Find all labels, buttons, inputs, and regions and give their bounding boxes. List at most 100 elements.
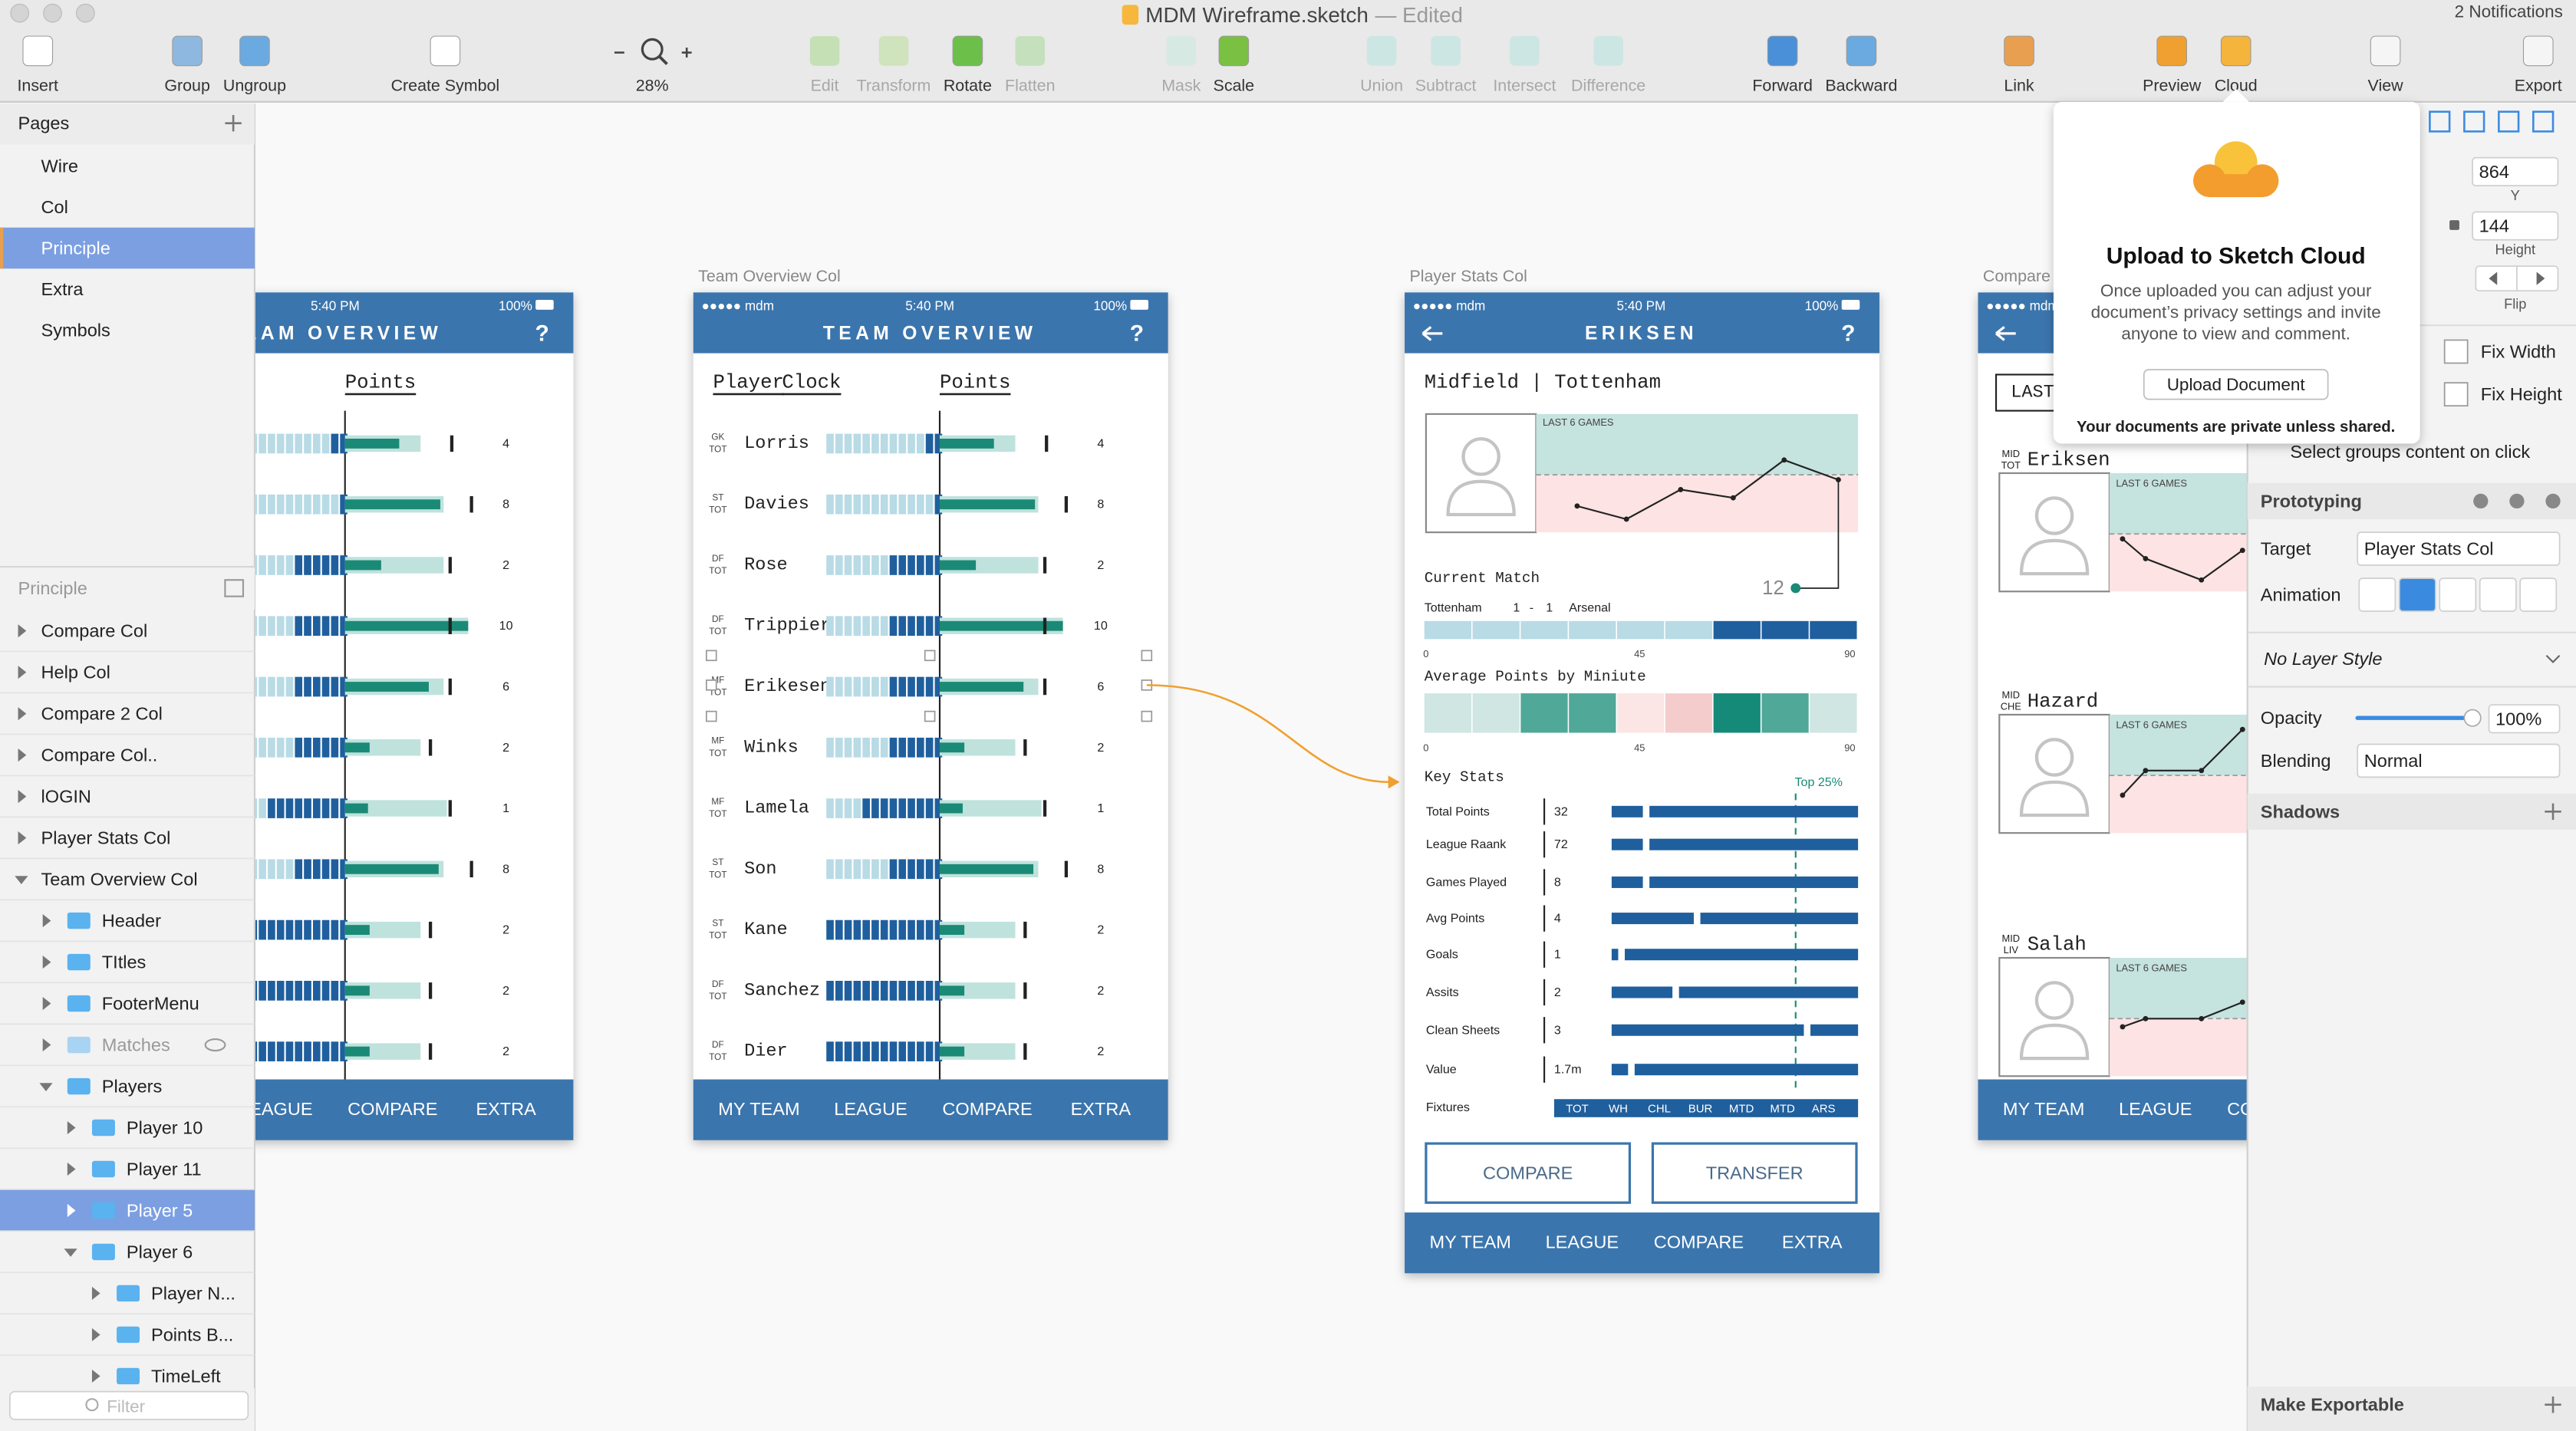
height-value[interactable]: 144 (2479, 216, 2509, 236)
toolbar-item[interactable]: Difference (1571, 36, 1645, 94)
fix-height-icon[interactable] (2443, 382, 2469, 407)
animation-option[interactable] (2358, 577, 2396, 612)
toolbar-item[interactable]: Cloud (2215, 35, 2258, 94)
window-button[interactable] (75, 3, 95, 23)
layer-row[interactable]: Compare Col.. (0, 745, 255, 777)
toolbar-item[interactable]: Rotate (944, 35, 992, 94)
toolbar-label[interactable]: Union (1360, 76, 1403, 94)
player-row[interactable]: DF TOT Dier 2 (709, 1040, 1104, 1062)
toolbar-label[interactable]: 28% (636, 76, 669, 94)
nav-item[interactable]: MY TEAM (718, 1099, 799, 1119)
blending-value-field[interactable] (2357, 743, 2561, 778)
fix-width-icon[interactable] (2443, 339, 2469, 364)
toolbar-label[interactable]: Mask (1161, 76, 1201, 94)
page-item[interactable]: Principle (41, 238, 110, 258)
toolbar-label[interactable]: Backward (1825, 76, 1897, 94)
y-value-field[interactable] (2472, 156, 2559, 186)
opacity-knob[interactable] (2463, 709, 2482, 727)
toolbar-label[interactable]: Insert (17, 76, 58, 94)
toolbar-label[interactable]: Export (2515, 76, 2562, 94)
toolbar-label[interactable]: Subtract (1415, 76, 1477, 94)
nav-item[interactable]: COMPARE (348, 1099, 437, 1119)
animation-option[interactable] (2398, 577, 2436, 612)
action-button-label[interactable]: TRANSFER (1706, 1163, 1804, 1183)
action-button[interactable] (1425, 1142, 1632, 1204)
layer-row[interactable]: TItles (0, 952, 255, 984)
player-row[interactable]: MF TOT Lamela 1 (709, 797, 1104, 819)
nav-item[interactable]: MY TEAM (1430, 1232, 1511, 1252)
toolbar-label[interactable]: View (2368, 76, 2404, 94)
layer-row[interactable]: Matches (0, 1035, 255, 1067)
toolbar-label[interactable]: Forward (1752, 76, 1813, 94)
toolbar-item[interactable]: 28% (614, 38, 692, 94)
nav-item[interactable]: LEAGUE (239, 1099, 313, 1119)
layer-style[interactable]: No Layer Style (2264, 649, 2382, 669)
back-arrow[interactable] (1421, 326, 1443, 341)
nav-item[interactable]: COMPARE (2227, 1099, 2317, 1119)
toolbar-item[interactable]: Edit (809, 36, 840, 94)
nav-item[interactable]: LEAGUE (1546, 1232, 1619, 1252)
toolbar-item[interactable]: Create Symbol (391, 35, 500, 94)
target-value[interactable]: Player Stats Col (2364, 539, 2494, 559)
toolbar-item[interactable]: Scale (1214, 35, 1255, 94)
align-icon[interactable] (2498, 110, 2520, 133)
toolbar-item[interactable]: Insert (17, 35, 58, 94)
toolbar-item[interactable]: Mask (1161, 36, 1201, 94)
toolbar-label[interactable]: Rotate (944, 76, 992, 94)
player-row[interactable]: MF TOT Winks 2 (709, 736, 1104, 758)
toolbar-item[interactable]: Group (164, 35, 210, 94)
header-icon[interactable] (2473, 493, 2489, 509)
height-value-field[interactable] (2472, 211, 2559, 241)
toolbar-item[interactable]: Intersect (1493, 36, 1556, 94)
toolbar-label[interactable]: Transform (857, 76, 931, 94)
toolbar-label[interactable]: Scale (1214, 76, 1255, 94)
opacity-value-field[interactable] (2488, 704, 2561, 734)
section-title[interactable]: Make Exportable (2261, 1395, 2404, 1415)
layer-row[interactable]: Player N... (0, 1283, 255, 1315)
nav-item[interactable]: COMPARE (1654, 1232, 1744, 1252)
toolbar-label[interactable]: Flatten (1005, 76, 1055, 94)
nav-item[interactable]: COMPARE (942, 1099, 1032, 1119)
toolbar-item[interactable]: Union (1360, 36, 1403, 94)
window-button[interactable] (43, 3, 62, 23)
toolbar-item[interactable]: Ungroup (223, 35, 286, 94)
nav-item[interactable]: LEAGUE (834, 1099, 908, 1119)
blending-value[interactable]: Normal (2364, 751, 2423, 771)
filter-field[interactable] (8, 1390, 249, 1420)
layer-row[interactable]: Compare 2 Col (0, 704, 255, 735)
toolbar-label[interactable]: Edit (811, 76, 839, 94)
page-item[interactable]: Wire (41, 156, 78, 176)
animation-option[interactable] (2519, 577, 2558, 612)
toolbar-label[interactable]: Ungroup (223, 76, 286, 94)
align-icon[interactable] (2463, 110, 2485, 133)
opacity-value[interactable]: 100% (2495, 709, 2541, 729)
layer-row[interactable]: Help Col (0, 663, 255, 694)
nav-item[interactable]: EXTRA (1782, 1232, 1843, 1252)
animation-option[interactable] (2479, 577, 2517, 612)
layer-row[interactable]: Team Overview Col (0, 870, 255, 901)
toolbar-label[interactable]: Intersect (1493, 76, 1556, 94)
action-button[interactable] (1651, 1142, 1858, 1204)
toolbar-label[interactable]: Group (164, 76, 209, 94)
nav-item[interactable]: MY TEAM (2003, 1099, 2084, 1119)
align-icon[interactable] (2429, 110, 2451, 133)
toolbar-item[interactable]: Export (2515, 35, 2562, 94)
layer-row[interactable]: Points B... (0, 1324, 255, 1357)
toolbar-item[interactable]: Backward (1825, 35, 1897, 94)
toolbar-label[interactable]: Preview (2143, 76, 2202, 94)
toolbar-item[interactable]: Flatten (1005, 36, 1055, 94)
